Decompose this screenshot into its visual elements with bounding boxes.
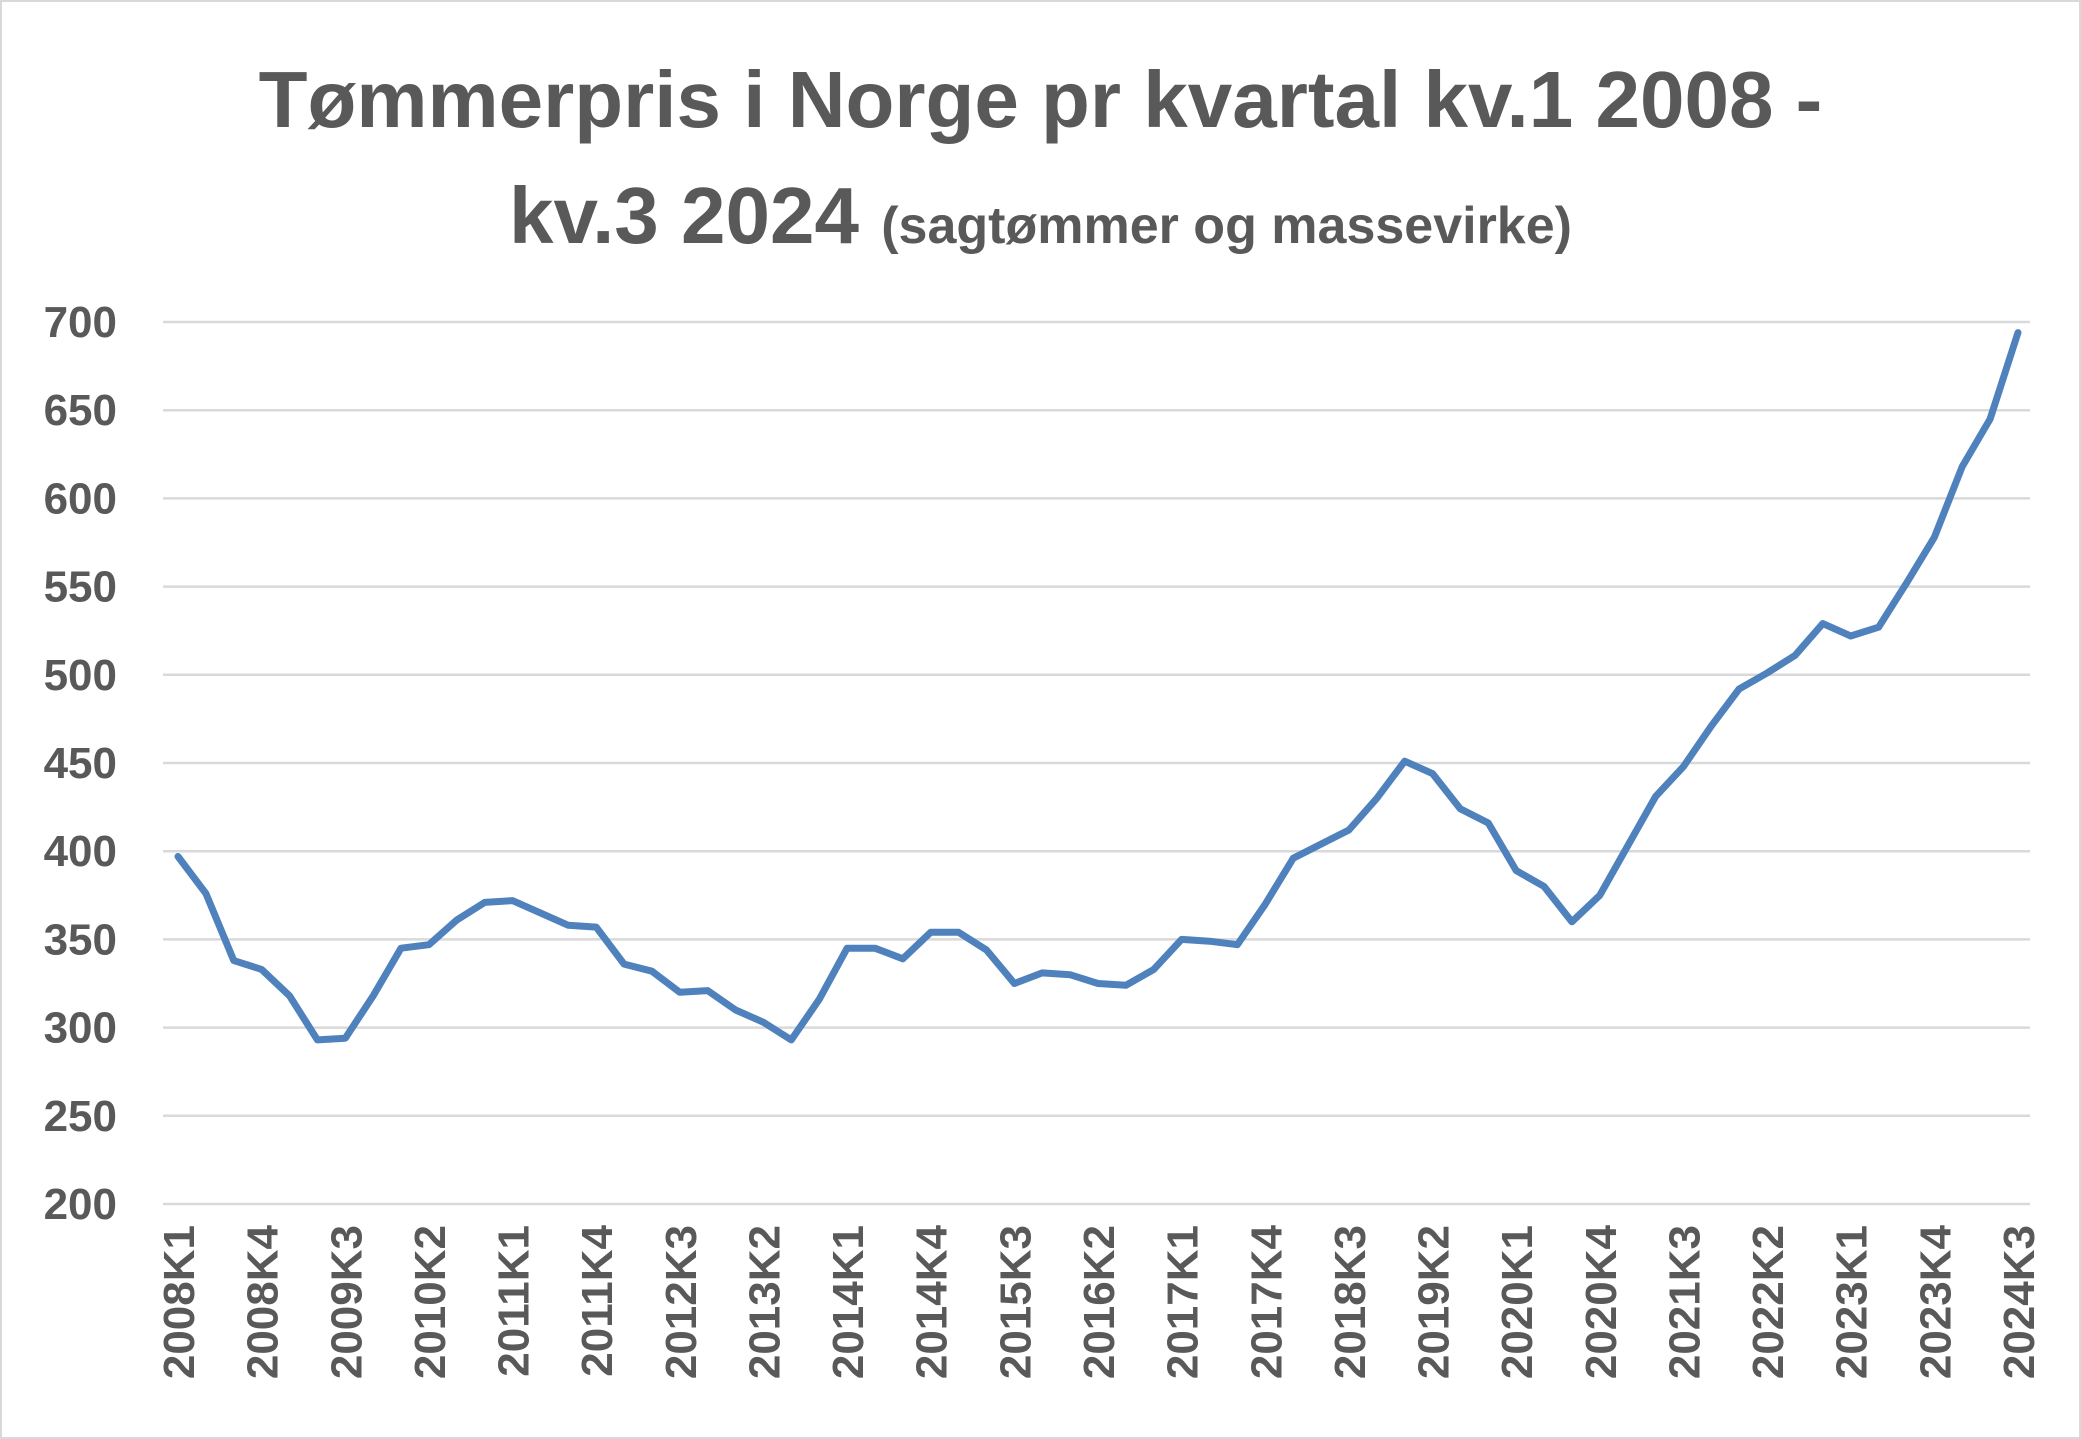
x-tick-label: 2008K1 xyxy=(155,1225,204,1379)
x-tick-label: 2008K4 xyxy=(239,1224,288,1379)
y-axis-tick-labels: 200 250 300 350 400 450 500 550 600 650 700 xyxy=(44,298,117,1229)
y-tick-label: 600 xyxy=(44,474,117,523)
y-tick-label: 700 xyxy=(44,298,117,347)
y-tick-label: 450 xyxy=(44,739,117,788)
x-tick-label: 2017K1 xyxy=(1159,1225,1208,1379)
x-tick-label: 2023K1 xyxy=(1828,1225,1877,1379)
x-tick-label: 2011K1 xyxy=(490,1225,539,1377)
chart-subtitle: (sagtømmer og massevirke) xyxy=(881,197,1572,255)
x-tick-label: 2010K2 xyxy=(406,1225,455,1379)
x-tick-label: 2016K2 xyxy=(1075,1225,1124,1379)
x-tick-label: 2022K2 xyxy=(1744,1225,1793,1379)
x-tick-label: 2011K4 xyxy=(573,1224,622,1376)
y-tick-label: 400 xyxy=(44,827,117,876)
x-tick-label: 2013K2 xyxy=(740,1225,789,1379)
chart-title-line2: kv.3 2024 (sagtømmer og massevirke) xyxy=(0,158,2081,284)
chart-title-line1: Tømmerpris i Norge pr kvartal kv.1 2008 … xyxy=(258,55,1823,144)
chart-title-line2-text: kv.3 2024 xyxy=(509,171,859,260)
y-tick-label: 500 xyxy=(44,651,117,700)
x-tick-label: 2012K3 xyxy=(657,1225,706,1379)
x-tick-label: 2015K3 xyxy=(991,1225,1040,1379)
x-tick-label: 2020K4 xyxy=(1577,1224,1626,1379)
series-layer xyxy=(174,329,2022,1044)
x-tick-label: 2014K1 xyxy=(824,1225,873,1379)
y-tick-label: 550 xyxy=(44,563,117,612)
x-tick-label: 2017K4 xyxy=(1242,1224,1291,1379)
y-tick-label: 250 xyxy=(44,1092,117,1141)
x-tick-label: 2014K4 xyxy=(908,1224,957,1379)
series-line-0 xyxy=(174,329,2022,1044)
x-axis-tick-labels: 2008K1 2008K4 2009K3 2010K2 2011K1 2011K4 2012… xyxy=(155,1224,2044,1379)
x-tick-label: 2019K2 xyxy=(1410,1225,1459,1379)
x-tick-label: 2023K4 xyxy=(1911,1224,1960,1379)
x-tick-label: 2020K1 xyxy=(1493,1225,1542,1379)
y-tick-label: 350 xyxy=(44,915,117,964)
y-tick-label: 200 xyxy=(44,1180,117,1229)
y-tick-label: 650 xyxy=(44,386,117,435)
x-tick-label: 2021K3 xyxy=(1660,1225,1709,1379)
x-tick-label: 2009K3 xyxy=(322,1225,371,1379)
y-tick-label: 300 xyxy=(44,1004,117,1053)
x-tick-label: 2018K3 xyxy=(1326,1225,1375,1379)
chart-title: Tømmerpris i Norge pr kvartal kv.1 2008 … xyxy=(0,42,2081,284)
x-tick-label: 2024K3 xyxy=(1995,1225,2044,1379)
gridlines xyxy=(163,320,2030,1206)
